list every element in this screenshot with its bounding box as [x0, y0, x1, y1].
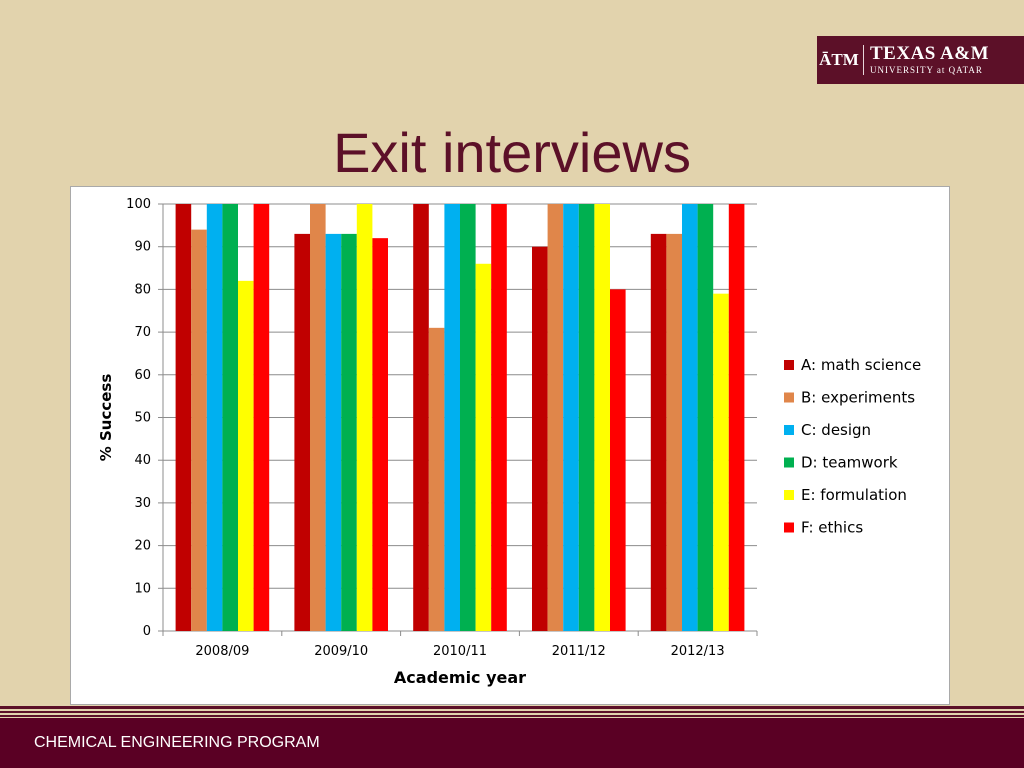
- legend-swatch: [784, 522, 794, 533]
- legend-swatch: [784, 457, 794, 468]
- bar: [444, 204, 460, 631]
- y-tick-label: 30: [134, 496, 151, 511]
- footer-stripe-low: [0, 715, 1024, 717]
- logo-subtitle: UNIVERSITY at QATAR: [870, 65, 983, 75]
- bar: [294, 233, 310, 631]
- chart-container: 0 10 20 30 40 50 60 70 80 90 100 2008/09 2009/10 2010…: [70, 186, 950, 705]
- legend-label: D: teamwork: [801, 454, 898, 472]
- legend-label: F: ethics: [801, 519, 863, 537]
- x-tick-label: 2008/09: [195, 644, 249, 659]
- legend-label: A: math science: [801, 356, 921, 374]
- atm-mark: ĀTM: [819, 50, 859, 69]
- bar: [713, 293, 729, 631]
- legend-label: E: formulation: [801, 486, 907, 504]
- legend-swatch: [784, 360, 794, 370]
- bar: [372, 238, 388, 631]
- bar: [547, 204, 564, 631]
- bar: [310, 204, 326, 631]
- bar: [594, 204, 610, 631]
- bar: [682, 204, 698, 631]
- y-tick-label: 90: [134, 240, 151, 255]
- y-tick-label: 70: [134, 325, 151, 340]
- bar: [563, 204, 579, 631]
- bar: [610, 289, 626, 631]
- legend-swatch: [784, 490, 794, 500]
- bar: [532, 246, 548, 631]
- bar: [697, 204, 714, 631]
- bar-chart: 0 10 20 30 40 50 60 70 80 90 100 2008/09 2009/10 2010…: [97, 197, 921, 687]
- y-tick-label: 50: [134, 411, 151, 426]
- bar: [175, 204, 192, 631]
- legend-swatch: [784, 425, 794, 435]
- bar: [325, 233, 342, 631]
- bar: [491, 204, 507, 631]
- bar: [460, 204, 476, 631]
- footer-bar: CHEMICAL ENGINEERING PROGRAM: [0, 718, 1024, 768]
- bar: [413, 204, 429, 631]
- bar: [650, 233, 667, 631]
- y-tick-label: 100: [126, 197, 151, 212]
- footer-stripe-top: [0, 706, 1024, 709]
- bar: [728, 204, 745, 631]
- legend-label: C: design: [801, 421, 871, 439]
- y-tick-label: 60: [134, 368, 151, 383]
- legend-swatch: [784, 392, 794, 403]
- bar: [191, 229, 207, 631]
- bar: [253, 204, 270, 631]
- bar: [356, 204, 373, 631]
- x-tick-label: 2010/11: [433, 644, 487, 659]
- bar: [428, 327, 445, 631]
- bar: [666, 233, 682, 631]
- bar: [475, 263, 492, 631]
- y-tick-label: 20: [134, 539, 151, 554]
- x-tick-label: 2011/12: [552, 644, 606, 659]
- x-tick-label: 2009/10: [314, 644, 368, 659]
- footer-program-label: CHEMICAL ENGINEERING PROGRAM: [34, 734, 320, 751]
- bar: [222, 204, 238, 631]
- bar: [238, 280, 254, 631]
- legend-label: B: experiments: [801, 389, 915, 407]
- logo-text: TEXAS A&M UNIVERSITY at QATAR: [870, 44, 989, 76]
- y-tick-label: 80: [134, 282, 151, 297]
- logo-name: TEXAS A&M: [870, 43, 990, 64]
- y-tick-label: 40: [134, 453, 151, 468]
- bar: [206, 204, 223, 631]
- logo-divider: [863, 45, 864, 75]
- x-tick-label: 2012/13: [671, 644, 725, 659]
- slide-title: Exit interviews: [333, 121, 691, 184]
- university-logo: ĀTM TEXAS A&M UNIVERSITY at QATAR: [817, 36, 1024, 84]
- y-tick-label: 0: [143, 624, 151, 639]
- y-axis-title: % Success: [97, 374, 115, 462]
- footer-stripe-mid: [0, 711, 1024, 713]
- y-tick-label: 10: [134, 581, 151, 596]
- bar: [578, 204, 595, 631]
- x-axis-title: Academic year: [394, 668, 526, 687]
- bar: [341, 233, 357, 631]
